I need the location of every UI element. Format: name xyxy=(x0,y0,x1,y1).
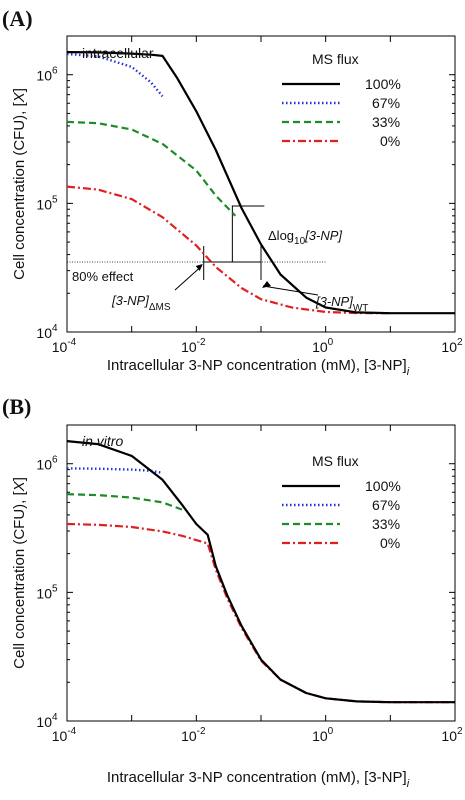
panel-a: (A) 10-4 10-2 100 102 104 105 106 intracellula… xyxy=(2,6,463,378)
x-tick-label: 102 xyxy=(441,726,463,744)
legend-label-0: 0% xyxy=(380,133,400,149)
panel-a-inset-label: intracellular xyxy=(82,45,154,61)
wt-annotation: [3-NP]WT xyxy=(315,294,368,314)
wt-arrow-line xyxy=(262,285,319,296)
legend-label-33: 33% xyxy=(372,114,400,130)
legend-label-0: 0% xyxy=(380,535,400,551)
series-line-33pct xyxy=(66,120,237,217)
ms-arrow-line xyxy=(174,265,203,291)
legend-label-100: 100% xyxy=(365,478,401,494)
panel-a-ylabel: Cell concentration (CFU), [X] xyxy=(11,88,28,280)
panel-b-letter: (B) xyxy=(2,394,31,419)
series-line-67pct xyxy=(66,467,163,474)
panel-a-ticks: 10-4 10-2 100 102 104 105 106 xyxy=(36,35,463,355)
panel-a-letter: (A) xyxy=(2,6,33,31)
legend-label-100: 100% xyxy=(365,76,401,92)
series-line-100pct xyxy=(66,440,455,704)
panel-b-series xyxy=(66,440,455,704)
ms-arrowhead xyxy=(195,264,203,272)
panel-b-legend: MS flux 100% 67% 33% 0% xyxy=(282,453,401,551)
ms-annotation: [3-NP]ΔMS xyxy=(111,293,171,313)
panel-a-series xyxy=(66,51,455,315)
legend-label-67: 67% xyxy=(372,95,400,111)
delta-annotation: Δlog10[3-NP] xyxy=(268,228,342,247)
panel-b-xlabel: Intracellular 3-NP concentration (mM), [… xyxy=(107,769,410,790)
y-tick-label: 104 xyxy=(36,323,58,341)
panel-b-inset-label: in vitro xyxy=(82,433,123,449)
panel-a-xlabel: Intracellular 3-NP concentration (mM), [… xyxy=(107,357,410,378)
series-line-67pct xyxy=(66,52,164,98)
panel-a-legend-title: MS flux xyxy=(312,51,359,67)
legend-label-33: 33% xyxy=(372,516,400,532)
series-line-0pct xyxy=(66,185,391,315)
delta-leader-line xyxy=(231,205,265,263)
x-tick-label: 10-2 xyxy=(181,726,206,744)
effect-label: 80% effect xyxy=(72,269,134,284)
panel-a-legend: MS flux 100% 67% 33% 0% xyxy=(282,51,401,149)
panel-b: (B) 10-4 10-2 100 102 104 105 106 in vitro MS … xyxy=(2,394,463,790)
x-tick-label: 10-2 xyxy=(181,337,206,355)
y-tick-label: 105 xyxy=(36,194,58,212)
x-tick-label: 100 xyxy=(312,726,334,744)
y-tick-label: 105 xyxy=(36,583,58,601)
legend-label-67: 67% xyxy=(372,497,400,513)
x-tick-label: 100 xyxy=(312,337,334,355)
panel-b-ticks: 10-4 10-2 100 102 104 105 106 xyxy=(36,424,463,744)
panel-b-legend-title: MS flux xyxy=(312,453,359,469)
series-line-33pct xyxy=(66,493,183,511)
panel-b-ylabel: Cell concentration (CFU), [X] xyxy=(11,477,28,669)
wt-arrowhead xyxy=(262,281,271,289)
y-tick-label: 106 xyxy=(36,455,58,473)
x-tick-label: 10-4 xyxy=(52,337,77,355)
series-line-100pct xyxy=(66,51,455,315)
x-tick-label: 10-4 xyxy=(52,726,77,744)
x-tick-label: 102 xyxy=(441,337,463,355)
y-tick-label: 104 xyxy=(36,712,58,730)
panel-b-plot-frame xyxy=(66,424,456,722)
y-tick-label: 106 xyxy=(36,66,58,84)
panel-a-annotations xyxy=(67,205,326,296)
